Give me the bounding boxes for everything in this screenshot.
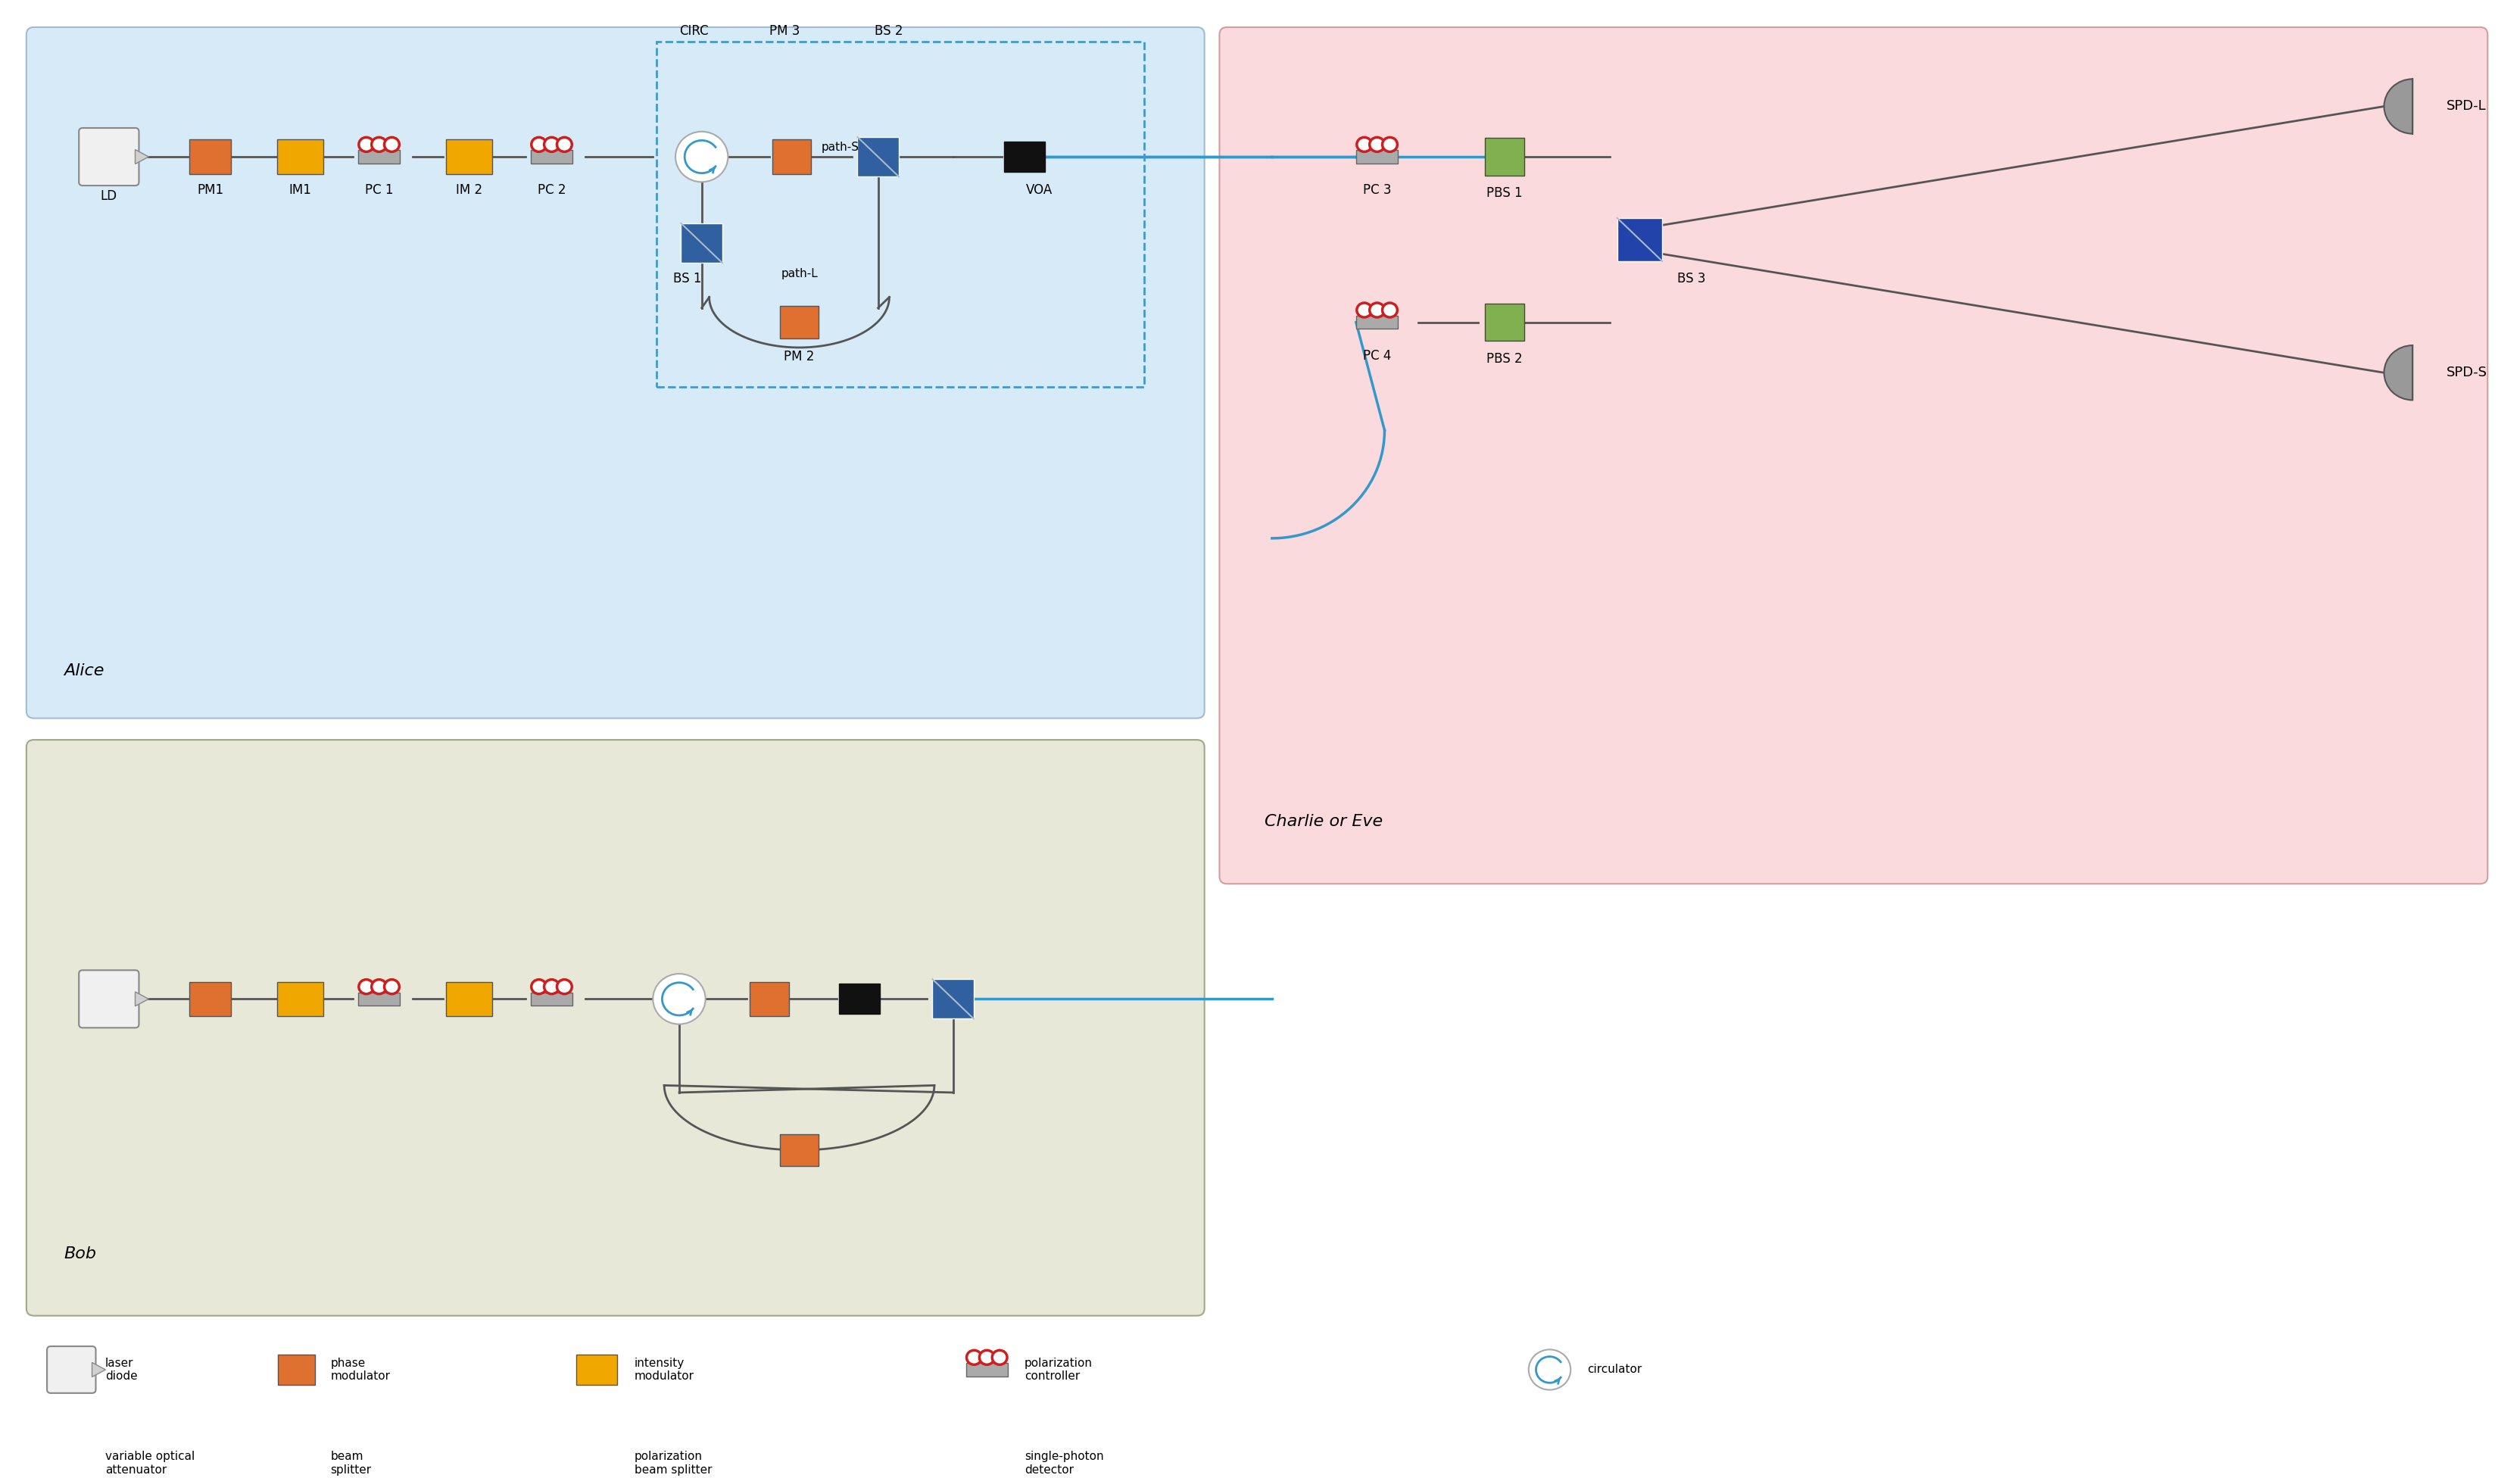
Circle shape [968, 1351, 983, 1364]
FancyBboxPatch shape [580, 1445, 615, 1478]
FancyBboxPatch shape [1356, 316, 1399, 328]
Text: SPD-S: SPD-S [2447, 367, 2487, 380]
Circle shape [532, 137, 547, 152]
Circle shape [993, 1351, 1008, 1364]
Circle shape [358, 137, 373, 152]
FancyBboxPatch shape [446, 981, 491, 1017]
Text: PC 2: PC 2 [537, 183, 567, 197]
Wedge shape [2384, 346, 2412, 401]
Text: polarization
controller: polarization controller [1023, 1357, 1094, 1382]
FancyBboxPatch shape [1220, 27, 2487, 884]
Circle shape [1530, 1349, 1570, 1389]
FancyBboxPatch shape [25, 740, 1205, 1315]
Text: Charlie or Eve: Charlie or Eve [1265, 814, 1383, 829]
Text: polarization
beam splitter: polarization beam splitter [635, 1451, 711, 1475]
FancyBboxPatch shape [532, 151, 572, 163]
Text: PBS 2: PBS 2 [1487, 352, 1522, 365]
Circle shape [544, 137, 559, 152]
FancyBboxPatch shape [277, 139, 323, 174]
Polygon shape [136, 149, 149, 164]
Polygon shape [93, 1363, 106, 1377]
Polygon shape [136, 992, 149, 1007]
Text: BS 2: BS 2 [874, 24, 902, 38]
Wedge shape [958, 1437, 988, 1478]
Text: PC 1: PC 1 [365, 183, 393, 197]
FancyBboxPatch shape [1356, 151, 1399, 163]
FancyBboxPatch shape [1484, 303, 1525, 341]
Circle shape [557, 137, 572, 152]
Text: PM1: PM1 [197, 183, 224, 197]
FancyBboxPatch shape [446, 139, 491, 174]
FancyBboxPatch shape [771, 139, 811, 174]
Text: laser
diode: laser diode [106, 1357, 139, 1382]
Text: variable optical
attenuator: variable optical attenuator [106, 1451, 194, 1475]
FancyBboxPatch shape [857, 137, 900, 176]
Text: phase
modulator: phase modulator [330, 1357, 391, 1382]
FancyBboxPatch shape [78, 129, 139, 186]
Text: PBS 1: PBS 1 [1487, 186, 1522, 200]
Circle shape [370, 137, 386, 152]
Circle shape [1356, 137, 1371, 152]
FancyBboxPatch shape [1003, 142, 1046, 171]
FancyBboxPatch shape [53, 1448, 91, 1478]
Circle shape [383, 980, 398, 993]
Circle shape [370, 980, 386, 993]
Text: SPD-L: SPD-L [2447, 99, 2487, 114]
FancyBboxPatch shape [779, 1134, 819, 1166]
Text: beam
splitter: beam splitter [330, 1451, 370, 1475]
FancyBboxPatch shape [751, 981, 789, 1017]
Text: IM1: IM1 [290, 183, 312, 197]
Text: IM 2: IM 2 [456, 183, 481, 197]
Wedge shape [2384, 78, 2412, 133]
Circle shape [1368, 303, 1383, 318]
Circle shape [1368, 137, 1383, 152]
Text: intensity
modulator: intensity modulator [635, 1357, 693, 1382]
FancyBboxPatch shape [1618, 217, 1663, 262]
FancyBboxPatch shape [277, 1445, 315, 1478]
Circle shape [1383, 137, 1396, 152]
FancyBboxPatch shape [358, 993, 401, 1005]
Text: PC 3: PC 3 [1363, 183, 1391, 197]
FancyBboxPatch shape [25, 27, 1205, 718]
Text: PM 2: PM 2 [784, 350, 814, 364]
FancyBboxPatch shape [1484, 137, 1525, 176]
Circle shape [358, 980, 373, 993]
FancyBboxPatch shape [577, 1354, 617, 1385]
Text: VOA: VOA [1026, 183, 1053, 197]
Text: Alice: Alice [63, 664, 103, 678]
Circle shape [675, 132, 728, 182]
Text: single-photon
detector: single-photon detector [1023, 1451, 1104, 1475]
Text: BS 3: BS 3 [1678, 272, 1706, 285]
Circle shape [544, 980, 559, 993]
FancyBboxPatch shape [358, 151, 401, 163]
FancyBboxPatch shape [779, 306, 819, 338]
Circle shape [557, 980, 572, 993]
Circle shape [653, 974, 706, 1024]
FancyBboxPatch shape [189, 139, 232, 174]
Text: path-S: path-S [822, 142, 859, 154]
FancyBboxPatch shape [965, 1363, 1008, 1376]
Circle shape [1383, 303, 1396, 318]
FancyBboxPatch shape [48, 1346, 96, 1394]
Text: BS 1: BS 1 [673, 272, 701, 285]
FancyBboxPatch shape [680, 223, 723, 263]
Text: circulator: circulator [1588, 1364, 1643, 1376]
FancyBboxPatch shape [277, 1354, 315, 1385]
Circle shape [532, 980, 547, 993]
FancyBboxPatch shape [78, 970, 139, 1027]
Text: path-L: path-L [781, 268, 816, 279]
Circle shape [1356, 303, 1371, 318]
Text: CIRC: CIRC [680, 24, 708, 38]
Text: LD: LD [101, 189, 118, 202]
FancyBboxPatch shape [839, 984, 879, 1014]
FancyBboxPatch shape [532, 993, 572, 1005]
Text: PC 4: PC 4 [1363, 349, 1391, 362]
FancyBboxPatch shape [932, 980, 973, 1018]
FancyBboxPatch shape [189, 981, 232, 1017]
Circle shape [383, 137, 398, 152]
Text: PM 3: PM 3 [769, 24, 799, 38]
Text: Bob: Bob [63, 1246, 96, 1261]
Circle shape [980, 1351, 995, 1364]
FancyBboxPatch shape [277, 981, 323, 1017]
